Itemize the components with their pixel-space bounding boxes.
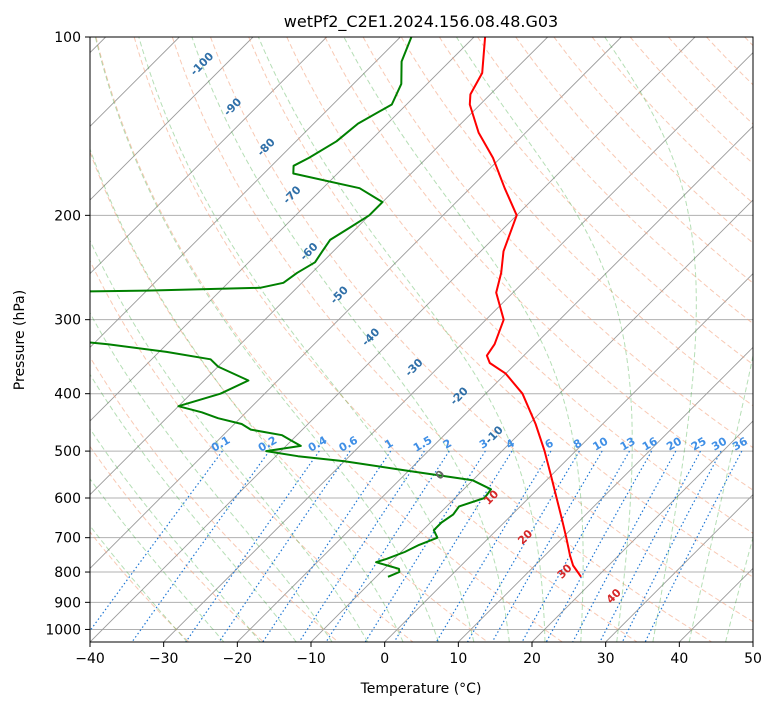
dry-adiabat-line <box>400 37 753 407</box>
mixing-ratio-line <box>435 450 552 642</box>
dry-adiabat-line <box>629 37 753 165</box>
moist-adiabat-line <box>138 37 475 642</box>
mixing-ratio-line <box>185 450 320 642</box>
dewpoint-profile-line <box>90 37 492 578</box>
mixing-ratio-line <box>218 450 351 642</box>
dry-adiabat-line <box>248 37 753 578</box>
mixing-ratio-line <box>466 450 580 642</box>
moist-adiabat-line <box>90 311 333 642</box>
dry-adiabat-line <box>210 37 753 623</box>
series-layer <box>90 37 582 578</box>
y-tick-label: 400 <box>54 387 81 403</box>
moist-adiabat-line <box>90 525 188 642</box>
isotherm-line <box>90 37 696 642</box>
isotherm-line <box>90 37 622 569</box>
isotherm-line <box>384 273 753 642</box>
y-tick-label: 500 <box>54 444 81 460</box>
moist-adiabat-line <box>94 37 439 642</box>
moist-adiabat-line <box>90 477 225 642</box>
moist-adiabat-line <box>90 373 297 642</box>
y-tick-label: 300 <box>54 313 81 329</box>
x-tick-label: −20 <box>223 651 253 667</box>
isotherm-line <box>531 420 753 642</box>
dry-adiabat-line <box>90 445 264 642</box>
isotherm-line <box>90 37 548 496</box>
isotherm-line <box>163 52 753 642</box>
dry-adiabat-line <box>90 259 414 642</box>
dry-adiabat-line <box>133 37 638 642</box>
mixing-ratio-line <box>491 450 603 642</box>
x-tick-label: −10 <box>296 651 326 667</box>
dry-adiabat-line <box>90 356 339 642</box>
y-tick-label: 900 <box>54 595 81 611</box>
isotherm-line <box>90 37 254 201</box>
dry-adiabat-line <box>438 37 753 366</box>
temperature-profile-line <box>468 37 582 578</box>
isotherm-line <box>605 494 753 642</box>
x-tick-label: −30 <box>149 651 179 667</box>
x-tick-label: 20 <box>523 651 541 667</box>
moist-adiabat-line <box>191 37 510 642</box>
y-tick-label: 800 <box>54 565 81 581</box>
plot-frame <box>89 36 754 643</box>
moist-adiabat-line <box>725 535 753 642</box>
y-axis-title: Pressure (hPa) <box>12 290 28 390</box>
moist-adiabat-line <box>257 37 546 642</box>
x-tick-label: −40 <box>75 651 105 667</box>
dry-adiabat-line <box>515 37 753 284</box>
dry-adiabat-line <box>362 37 753 449</box>
x-tick-label: 0 <box>380 651 389 667</box>
x-tick-label: 10 <box>449 651 467 667</box>
x-tick-label: 50 <box>744 651 762 667</box>
moist-adiabat-line <box>688 353 753 642</box>
y-tick-label: 1000 <box>45 622 81 638</box>
moist-adiabat-line <box>90 147 404 642</box>
isotherm-line <box>458 346 753 642</box>
axis-layer: −40 −30 −20 −10 0 10 20 30 40 50 100 200 300 400 500 60… <box>45 30 762 667</box>
isotherm-line <box>237 125 753 642</box>
x-tick-label: 40 <box>670 651 688 667</box>
y-tick-label: 100 <box>54 30 81 46</box>
grid-layer <box>90 37 753 642</box>
x-axis-title: Temperature (°C) <box>360 681 482 697</box>
isotherm-line <box>90 37 475 422</box>
chart-title: wetPf2_C2E1.2024.156.08.48.G03 <box>284 12 558 32</box>
mixing-ratio-line <box>572 450 677 642</box>
mixing-ratio-line <box>364 450 486 642</box>
mixing-ratio-line <box>621 450 722 642</box>
moist-adiabat-line <box>343 37 584 642</box>
moist-adiabat-line <box>90 239 369 642</box>
x-tick-label: 30 <box>597 651 615 667</box>
y-tick-label: 700 <box>54 531 81 547</box>
dry-adiabat-line <box>171 37 712 642</box>
isotherm-line <box>90 37 327 275</box>
dry-adiabat-line <box>553 37 753 244</box>
mixing-ratio-line <box>393 450 513 642</box>
dry-adiabat-line <box>95 37 563 642</box>
moist-adiabat-line <box>604 37 697 642</box>
isotherm-line <box>90 37 401 348</box>
mixing-ratio-line <box>131 450 270 642</box>
dry-adiabat-line <box>324 37 753 491</box>
mixing-ratio-line <box>599 450 702 642</box>
mixing-ratio-line <box>521 450 631 642</box>
y-tick-label: 600 <box>54 491 81 507</box>
moist-adiabat-line <box>90 427 261 642</box>
y-tick-label: 200 <box>54 208 81 224</box>
mixing-ratio-line <box>545 450 653 642</box>
